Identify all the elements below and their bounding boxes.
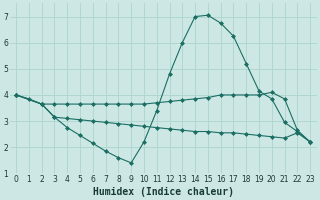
X-axis label: Humidex (Indice chaleur): Humidex (Indice chaleur) [92,186,234,197]
